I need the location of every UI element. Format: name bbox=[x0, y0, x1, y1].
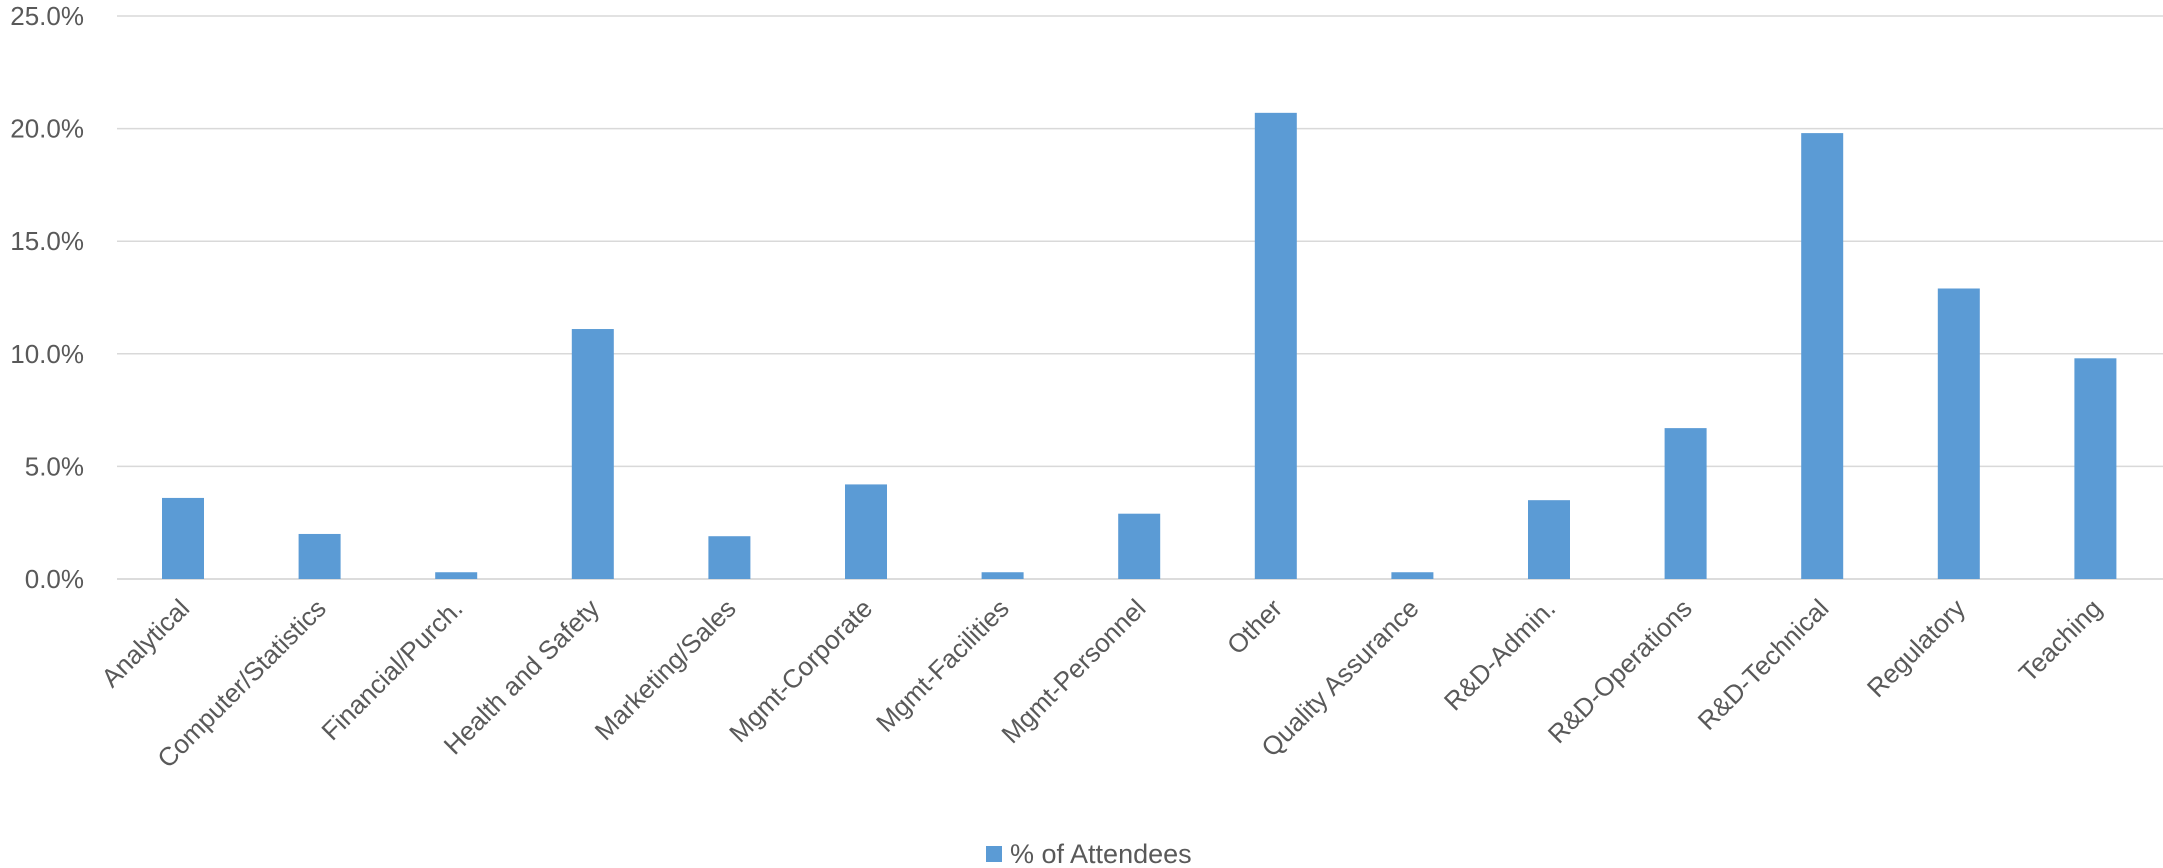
legend: % of Attendees bbox=[986, 839, 1192, 868]
x-category-label: Marketing/Sales bbox=[589, 593, 742, 746]
legend-swatch bbox=[986, 846, 1002, 862]
bar bbox=[845, 484, 887, 579]
y-tick-label: 15.0% bbox=[10, 226, 84, 256]
bar bbox=[298, 533, 341, 579]
y-tick-label: 25.0% bbox=[10, 1, 84, 31]
bar bbox=[1801, 133, 1844, 579]
bar bbox=[1254, 112, 1297, 579]
bar bbox=[981, 572, 1024, 579]
bar bbox=[1937, 288, 1980, 579]
x-category-label: Teaching bbox=[2013, 593, 2108, 688]
bar bbox=[162, 497, 204, 579]
x-category-label: Mgmt-Facilities bbox=[870, 593, 1015, 738]
gridlines bbox=[117, 15, 2163, 580]
bars bbox=[162, 112, 2117, 579]
x-category-label: Mgmt-Personnel bbox=[995, 593, 1151, 749]
bar bbox=[435, 572, 478, 579]
bar bbox=[571, 329, 614, 579]
bar bbox=[1664, 428, 1707, 579]
y-tick-label: 10.0% bbox=[10, 339, 84, 369]
x-category-label: R&D-Operations bbox=[1542, 593, 1698, 749]
bar bbox=[1528, 500, 1570, 579]
bar bbox=[2074, 358, 2117, 579]
x-category-label: Other bbox=[1221, 593, 1288, 660]
legend-label: % of Attendees bbox=[1010, 839, 1192, 868]
bar bbox=[708, 536, 751, 579]
bar bbox=[1391, 572, 1434, 579]
x-axis-category-labels: AnalyticalComputer/StatisticsFinancial/P… bbox=[95, 593, 2107, 774]
x-category-label: Analytical bbox=[95, 593, 195, 693]
x-category-label: R&D-Admin. bbox=[1438, 593, 1561, 716]
y-tick-label: 20.0% bbox=[10, 114, 84, 144]
x-category-label: R&D-Technical bbox=[1692, 593, 1835, 736]
x-category-label: Regulatory bbox=[1861, 593, 1971, 703]
x-category-label: Financial/Purch. bbox=[315, 593, 468, 746]
y-tick-label: 5.0% bbox=[25, 451, 84, 481]
y-axis-ticks: 0.0% 5.0% 10.0% 15.0% 20.0% 25.0% bbox=[10, 1, 84, 594]
x-category-label: Mgmt-Corporate bbox=[723, 593, 878, 748]
bar bbox=[1118, 513, 1161, 579]
y-tick-label: 0.0% bbox=[25, 564, 84, 594]
